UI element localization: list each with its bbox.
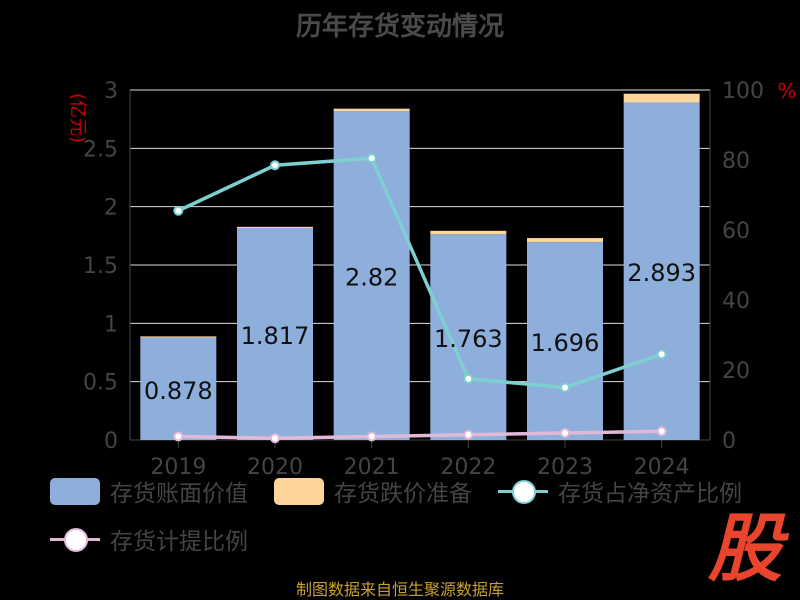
y-right-tick-label: 80 <box>722 149 750 174</box>
legend-swatch-ratio <box>498 478 548 505</box>
provision-point <box>270 433 280 444</box>
x-tick-label: 2019 <box>150 455 206 480</box>
bar-book-value <box>237 228 313 440</box>
ratio-point <box>270 160 280 171</box>
x-tick-label: 2022 <box>440 455 496 480</box>
y-left-tick-label: 2.5 <box>83 137 118 162</box>
y-left-tick-label: 2 <box>104 196 118 221</box>
bar-book-value <box>333 111 410 440</box>
ratio-line <box>177 156 663 390</box>
bar-book-value <box>623 102 700 440</box>
ratio-point <box>366 153 377 164</box>
legend-label-reserve: 存货跌价准备 <box>334 481 472 507</box>
legend-item-book-value[interactable]: 存货账面价值 <box>50 474 248 508</box>
legend-swatch-book-value <box>50 477 100 505</box>
provision-point <box>656 426 667 437</box>
ratio-point <box>560 382 570 393</box>
y-right-unit: % <box>777 79 796 103</box>
legend-item-provision[interactable]: 存货计提比例 <box>50 522 248 556</box>
bar-reserve <box>237 226 313 229</box>
x-tick-label: 2024 <box>634 455 690 480</box>
legend-item-ratio[interactable]: 存货占净资产比例 <box>498 474 742 508</box>
data-label: 1.817 <box>241 322 310 350</box>
y-left-tick-label: 0.5 <box>83 371 118 396</box>
y-left-unit: (亿元) <box>67 93 88 143</box>
ratio-point <box>463 373 474 384</box>
y-right-tick-label: 40 <box>722 289 750 314</box>
bar-reserve <box>527 238 603 243</box>
data-label: 0.878 <box>144 377 213 405</box>
y-right-tick-label: 20 <box>722 359 750 384</box>
provision-line <box>178 429 662 441</box>
y-left-tick-label: 0 <box>104 429 118 454</box>
y-right-tick-label: 60 <box>722 219 750 244</box>
y-right-tick-label: 100 <box>722 79 764 104</box>
source-note: 制图数据来自恒生聚源数据库 <box>295 580 504 599</box>
data-label: 1.763 <box>434 325 503 353</box>
bar-book-value <box>140 337 217 440</box>
ratio-point <box>173 205 184 216</box>
bar-reserve <box>140 336 217 338</box>
x-tick-label: 2020 <box>247 455 303 480</box>
bar-reserve <box>623 93 700 103</box>
data-label: 1.696 <box>531 329 600 357</box>
y-left-tick-label: 1.5 <box>83 254 118 279</box>
legend-label-book-value: 存货账面价值 <box>110 481 248 507</box>
y-left-tick-label: 3 <box>104 79 118 104</box>
legend-item-reserve[interactable]: 存货跌价准备 <box>274 474 472 508</box>
bar-book-value <box>527 242 603 440</box>
x-tick-label: 2023 <box>537 455 593 480</box>
bar-reserve <box>430 230 507 235</box>
legend-label-ratio: 存货占净资产比例 <box>558 481 742 507</box>
ratio-point <box>656 349 667 360</box>
bar-book-value <box>430 234 507 440</box>
data-label: 2.82 <box>345 264 398 292</box>
bar-reserve <box>333 108 410 111</box>
provision-point <box>366 431 377 442</box>
logo: 股 <box>708 506 782 592</box>
provision-point <box>173 431 184 442</box>
x-tick-label: 2021 <box>344 455 400 480</box>
legend-swatch-reserve <box>274 477 324 505</box>
y-right-tick-label: 0 <box>722 429 736 454</box>
provision-point <box>463 429 474 440</box>
chart-title: 历年存货变动情况 <box>295 12 504 42</box>
data-label: 2.893 <box>627 259 696 287</box>
provision-point <box>560 428 570 438</box>
legend-label-provision: 存货计提比例 <box>110 529 248 555</box>
legend-swatch-provision <box>50 526 100 553</box>
y-left-tick-label: 1 <box>104 312 118 337</box>
